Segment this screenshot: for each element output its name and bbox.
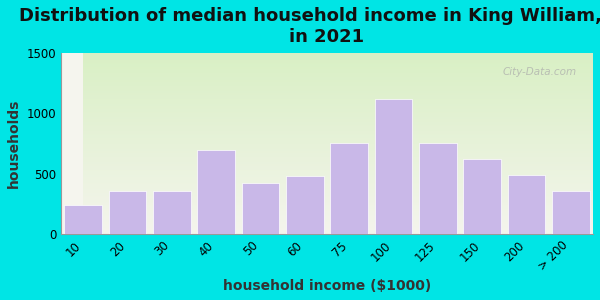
Text: City-Data.com: City-Data.com	[503, 68, 577, 77]
Bar	[552, 191, 590, 234]
X-axis label: household income ($1000): household income ($1000)	[223, 279, 431, 293]
Bar	[463, 159, 501, 234]
Bar	[197, 149, 235, 234]
Bar	[153, 191, 191, 234]
Bar	[64, 205, 102, 234]
Bar	[286, 176, 323, 234]
Bar	[374, 99, 412, 234]
Bar	[331, 143, 368, 234]
Bar	[419, 143, 457, 234]
Title: Distribution of median household income in King William, VA
in 2021: Distribution of median household income …	[19, 7, 600, 46]
Bar	[242, 183, 280, 234]
Y-axis label: households: households	[7, 99, 21, 188]
Bar	[508, 175, 545, 234]
Bar	[109, 190, 146, 234]
